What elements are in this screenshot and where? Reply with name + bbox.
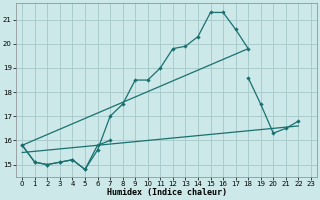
- X-axis label: Humidex (Indice chaleur): Humidex (Indice chaleur): [107, 188, 227, 197]
